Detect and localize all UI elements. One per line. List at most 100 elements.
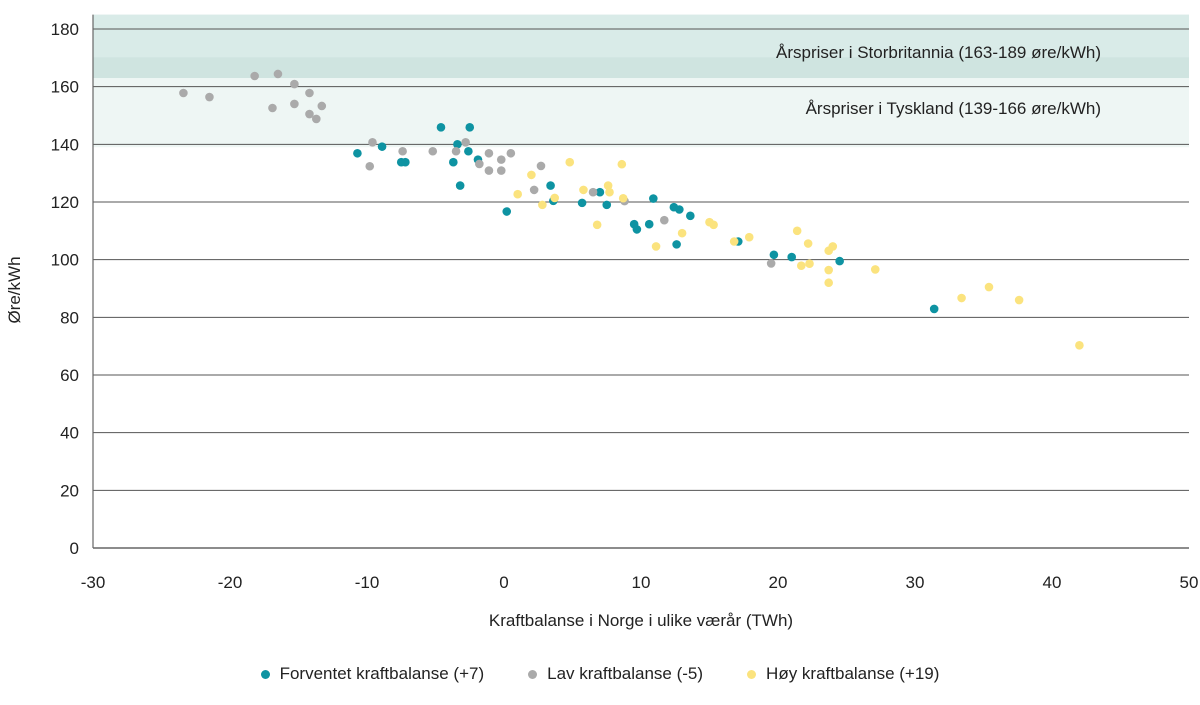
legend-dot-icon bbox=[747, 669, 757, 679]
data-point bbox=[513, 189, 522, 199]
data-point bbox=[824, 278, 833, 288]
data-point bbox=[428, 146, 438, 156]
y-tick-label: 20 bbox=[60, 481, 79, 500]
data-point bbox=[398, 146, 407, 156]
data-point bbox=[577, 198, 587, 208]
legend: Forventet kraftbalanse (+7) Lav kraftbal… bbox=[0, 664, 1200, 684]
data-point bbox=[290, 79, 299, 89]
data-point bbox=[461, 138, 470, 147]
data-point bbox=[824, 265, 833, 275]
data-point bbox=[602, 200, 612, 210]
y-tick-label: 80 bbox=[60, 308, 79, 327]
data-point bbox=[677, 228, 687, 238]
data-point bbox=[792, 226, 802, 236]
series-2 bbox=[513, 157, 1084, 350]
data-point bbox=[766, 259, 776, 268]
data-point bbox=[632, 225, 642, 234]
data-point bbox=[273, 69, 283, 79]
band-overlap bbox=[93, 57, 1189, 79]
data-point bbox=[538, 200, 547, 210]
data-point bbox=[984, 282, 994, 292]
data-point bbox=[449, 157, 458, 167]
legend-label: Forventet kraftbalanse (+7) bbox=[279, 664, 485, 683]
data-point bbox=[305, 109, 314, 119]
data-points bbox=[179, 69, 1084, 350]
data-point bbox=[546, 181, 555, 190]
data-point bbox=[453, 140, 462, 149]
x-tick-label: -20 bbox=[218, 573, 243, 592]
data-point bbox=[465, 123, 475, 132]
data-point bbox=[744, 232, 754, 242]
x-tick-label: -30 bbox=[81, 573, 106, 592]
data-point bbox=[529, 185, 539, 195]
data-point bbox=[603, 181, 613, 190]
data-point bbox=[377, 142, 387, 151]
data-point bbox=[455, 181, 465, 190]
data-point bbox=[550, 193, 559, 203]
data-point bbox=[729, 237, 739, 246]
data-point bbox=[312, 114, 321, 124]
data-point bbox=[527, 170, 536, 180]
data-point bbox=[484, 166, 494, 175]
data-point bbox=[617, 159, 627, 169]
data-point bbox=[957, 293, 966, 303]
band-label-tyskland: Årspriser i Tyskland (139-166 øre/kWh) bbox=[806, 99, 1101, 118]
price-bands bbox=[93, 14, 1189, 148]
data-point bbox=[672, 240, 681, 249]
data-point bbox=[1014, 295, 1024, 305]
data-point bbox=[475, 159, 484, 169]
data-point bbox=[353, 148, 362, 158]
y-tick-label: 160 bbox=[51, 78, 79, 97]
data-point bbox=[268, 103, 277, 113]
data-point bbox=[787, 252, 796, 262]
data-point bbox=[496, 155, 506, 164]
y-tick-label: 0 bbox=[70, 539, 79, 558]
data-point bbox=[506, 148, 516, 158]
data-point bbox=[436, 123, 446, 132]
data-point bbox=[644, 219, 654, 229]
data-point bbox=[365, 161, 375, 171]
data-point bbox=[1075, 341, 1084, 350]
data-point bbox=[870, 265, 880, 274]
x-tick-label: 10 bbox=[632, 573, 651, 592]
data-point bbox=[496, 166, 506, 175]
y-tick-label: 140 bbox=[51, 135, 79, 154]
data-point bbox=[250, 71, 259, 81]
legend-item-forventet: Forventet kraftbalanse (+7) bbox=[260, 664, 485, 684]
data-point bbox=[401, 157, 410, 167]
data-point bbox=[929, 304, 939, 314]
y-tick-label: 120 bbox=[51, 193, 79, 212]
data-point bbox=[368, 138, 377, 147]
scatter-chart: Årspriser i Storbritannia (163-189 øre/k… bbox=[5, 14, 1198, 630]
data-point bbox=[649, 194, 658, 203]
gridlines bbox=[93, 28, 1189, 491]
data-point bbox=[618, 193, 628, 203]
data-point bbox=[828, 242, 838, 251]
data-point bbox=[651, 242, 661, 251]
data-point bbox=[536, 161, 546, 171]
data-point bbox=[835, 256, 844, 266]
y-tick-labels: 0 20 40 60 80 100 120 140 160 180 bbox=[51, 20, 79, 558]
legend-label: Lav kraftbalanse (-5) bbox=[547, 664, 704, 683]
band-label-storbritannia: Årspriser i Storbritannia (163-189 øre/k… bbox=[776, 43, 1101, 62]
legend-item-lav: Lav kraftbalanse (-5) bbox=[528, 664, 703, 684]
data-point bbox=[205, 92, 214, 102]
x-tick-label: -10 bbox=[355, 573, 380, 592]
data-point bbox=[595, 187, 605, 197]
x-tick-label: 40 bbox=[1043, 573, 1062, 592]
legend-dot-icon bbox=[260, 669, 270, 679]
data-point bbox=[565, 157, 575, 167]
y-tick-label: 60 bbox=[60, 366, 79, 385]
data-point bbox=[675, 205, 684, 214]
data-point bbox=[451, 146, 461, 156]
data-point bbox=[805, 259, 814, 269]
x-tick-label: 20 bbox=[769, 573, 788, 592]
legend-label: Høy kraftbalanse (+19) bbox=[766, 664, 940, 683]
data-point bbox=[659, 215, 669, 225]
legend-dot-icon bbox=[528, 669, 538, 679]
y-tick-label: 100 bbox=[51, 251, 79, 270]
y-tick-label: 40 bbox=[60, 424, 79, 443]
data-point bbox=[769, 250, 779, 260]
y-axis-title: Øre/kWh bbox=[5, 256, 24, 323]
data-point bbox=[502, 207, 512, 216]
